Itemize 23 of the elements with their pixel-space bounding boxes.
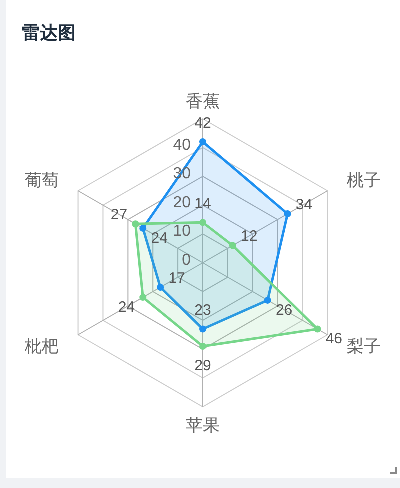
data-label: 17 [168, 269, 186, 286]
y-tick-label: 0 [182, 252, 192, 268]
spoke-label: 梨子 [346, 336, 381, 356]
spoke-label: 枇杷 [24, 336, 60, 356]
data-label: 14 [194, 195, 212, 212]
data-label: 46 [326, 330, 343, 348]
spoke-label: 桃子 [346, 170, 381, 190]
data-label: 24 [151, 229, 168, 246]
y-tick-label: 20 [173, 194, 192, 211]
data-label: 34 [296, 196, 313, 214]
spoke-label: 苹果 [186, 416, 220, 434]
data-label: 12 [241, 228, 258, 245]
y-tick-label: 10 [173, 222, 192, 240]
data-label: 23 [194, 302, 212, 319]
y-tick-label: 40 [173, 136, 192, 154]
data-label: 29 [194, 357, 212, 374]
data-label: 26 [276, 301, 293, 318]
spoke-label: 葡萄 [25, 170, 60, 190]
data-label: 27 [110, 206, 128, 224]
chart-title: 雷达图 [22, 23, 76, 43]
data-label: 24 [118, 298, 136, 316]
spoke-label: 香蕉 [186, 92, 220, 110]
data-label: 42 [194, 114, 212, 132]
